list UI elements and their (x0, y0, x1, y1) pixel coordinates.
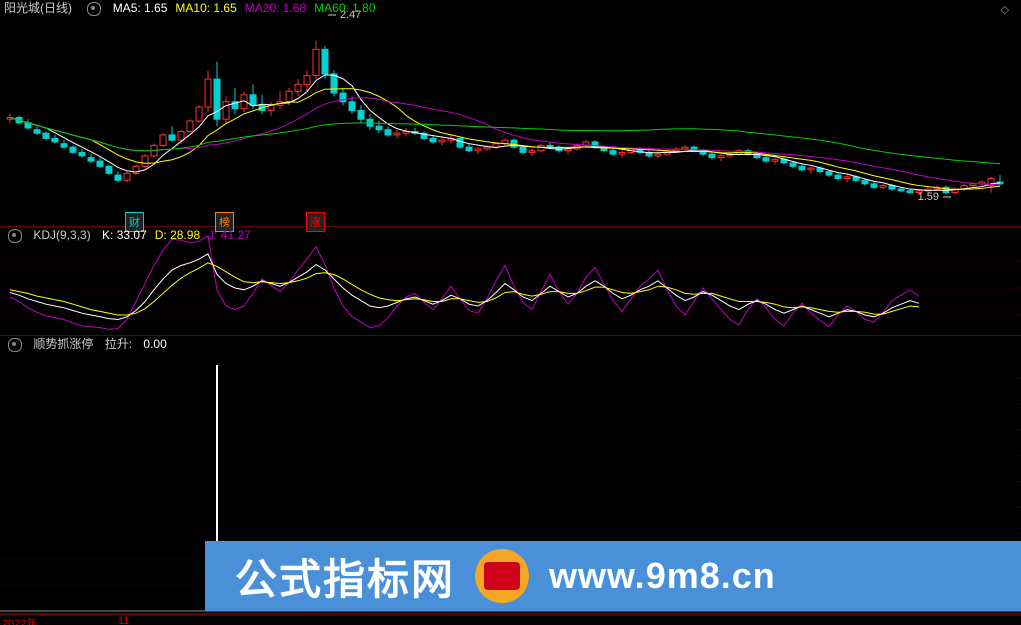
banner-url: www.9m8.cn (549, 555, 776, 597)
settings-icon[interactable]: ◇ (1001, 2, 1009, 18)
svg-text:1.59: 1.59 (918, 191, 939, 203)
indicator-header: 顺势抓涨停 拉升: 0.00 (0, 336, 1021, 352)
indicator-value-label: 拉升: (105, 337, 132, 351)
time-axis: 2022年 11 (0, 614, 1021, 625)
kdj-chart[interactable] (0, 227, 1021, 335)
time-label: 11 (118, 615, 129, 625)
kdj-label: KDJ(9,3,3) (33, 228, 90, 242)
watermark-banner: 公式指标网 www.9m8.cn (205, 541, 1021, 611)
banner-title: 公式指标网 (235, 546, 455, 607)
price-chart-panel[interactable]: 阳光城(日线) MA5: 1.65MA10: 1.65MA20: 1.68MA6… (0, 0, 1021, 227)
eye-icon[interactable] (8, 338, 22, 352)
kdj-panel[interactable]: KDJ(9,3,3) K: 33.07D: 28.98J: 41.27 (0, 227, 1021, 336)
banner-logo-icon (475, 549, 529, 603)
stock-title: 阳光城(日线) (4, 1, 72, 15)
kdj-header: KDJ(9,3,3) K: 33.07D: 28.98J: 41.27 (0, 227, 1021, 243)
indicator-label: 顺势抓涨停 (33, 337, 93, 351)
price-header: 阳光城(日线) MA5: 1.65MA10: 1.65MA20: 1.68MA6… (0, 0, 1021, 16)
indicator-value: 0.00 (143, 337, 166, 351)
candlestick-chart[interactable]: 2.471.59 (0, 0, 1021, 226)
time-label: 2022年 (2, 615, 37, 625)
eye-icon[interactable] (8, 229, 22, 243)
eye-icon[interactable] (87, 2, 101, 16)
